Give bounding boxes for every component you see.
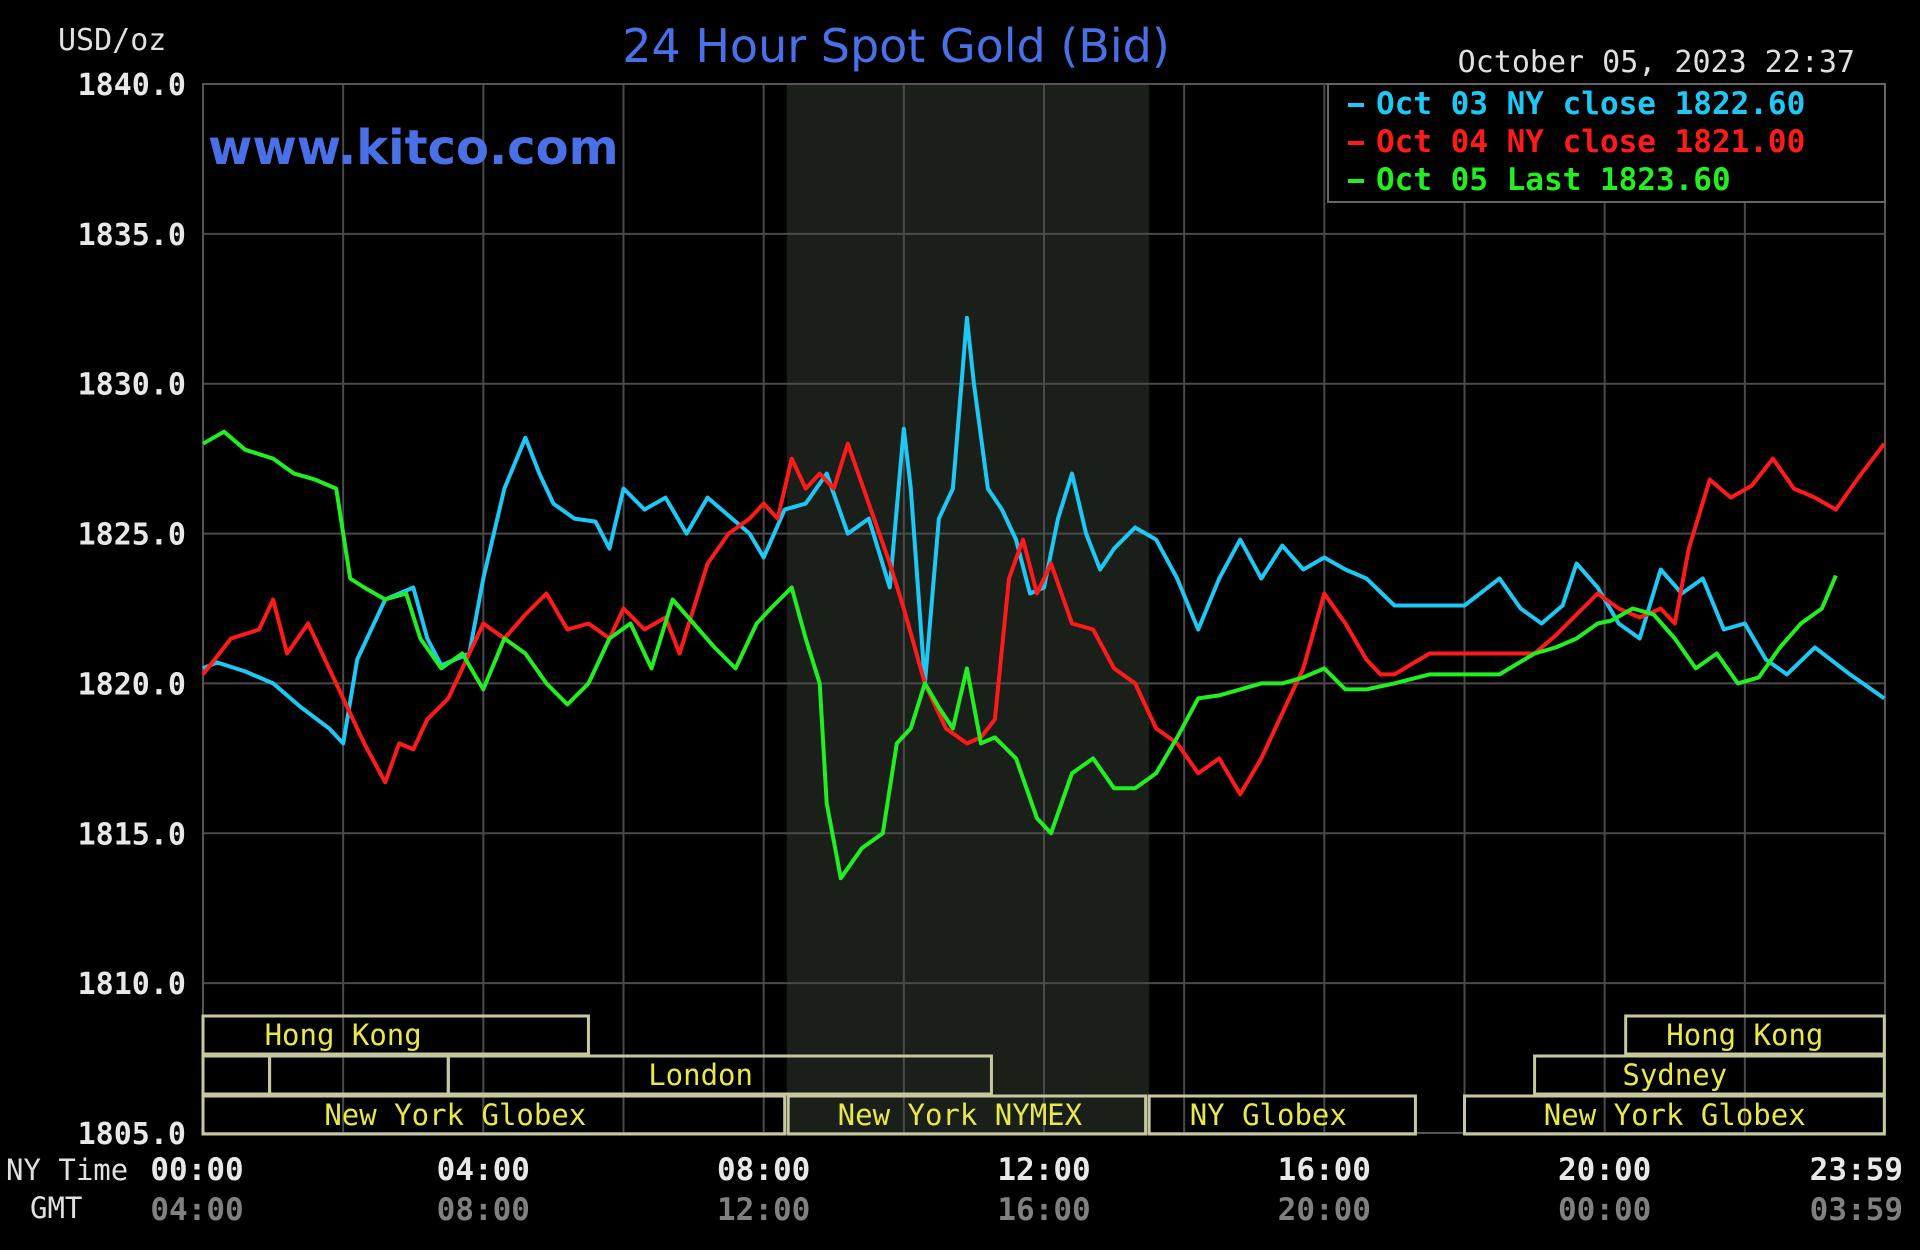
chart-title: 24 Hour Spot Gold (Bid)	[622, 19, 1170, 73]
x-tick-ny: 12:00	[997, 1152, 1090, 1188]
y-tick-label: 1825.0	[78, 518, 186, 553]
session-bars-layer: Hong Kong Hong Kong London Sydney New York G…	[201, 1014, 1886, 1136]
y-tick-label: 1810.0	[78, 967, 186, 1002]
legend-entry: Oct 03 NY close 1822.60	[1376, 86, 1805, 122]
session-bar	[201, 1014, 590, 1056]
session-bar-label: Hong Kong	[265, 1018, 422, 1052]
x-tick-gmt: 16:00	[997, 1192, 1090, 1228]
x-tick-gmt: 04:00	[150, 1192, 243, 1228]
session-bar-label: New York Globex	[324, 1098, 586, 1132]
session-bar	[201, 1094, 787, 1136]
x-tick-ny: 00:00	[150, 1152, 243, 1188]
x-tick-ny: 20:00	[1558, 1152, 1651, 1188]
legend-entry: Oct 05 Last 1823.60	[1376, 162, 1731, 198]
x-tick-gmt: 03:59	[1810, 1192, 1903, 1228]
session-bar-label: London	[648, 1058, 753, 1092]
session-bar-label: NY Globex	[1190, 1098, 1347, 1132]
legend-box	[1327, 83, 1886, 203]
session-bar	[1147, 1094, 1417, 1136]
session-bar-label: New York NYMEX	[838, 1098, 1083, 1132]
x-tick-gmt: 00:00	[1558, 1192, 1651, 1228]
series-line-0	[202, 315, 1886, 746]
timestamp: October 05, 2023 22:37	[1458, 45, 1855, 80]
series-layer	[201, 315, 1886, 881]
session-bar-label: Sydney	[1622, 1058, 1727, 1092]
session-bar	[786, 1094, 1148, 1136]
x-tick-gmt: 20:00	[1278, 1192, 1371, 1228]
grid-layer	[202, 83, 1886, 1134]
x-tick-ny: 23:59	[1810, 1152, 1903, 1188]
session-bar	[1624, 1014, 1886, 1056]
axis-layer: 1840.0 1835.0 1830.0 1825.0 1820.0 1815.0 1810…	[78, 68, 1903, 1228]
x-tick-ny: 16:00	[1278, 1152, 1371, 1188]
unit-label: USD/oz	[58, 23, 166, 58]
gmt-label: GMT	[30, 1191, 82, 1225]
x-tick-ny: 08:00	[717, 1152, 810, 1188]
y-tick-label: 1820.0	[78, 667, 186, 702]
session-bar	[1533, 1054, 1886, 1096]
shaded-session-layer	[786, 84, 1150, 1133]
session-bar-label: New York Globex	[1544, 1098, 1806, 1132]
watermark: www.kitco.com	[208, 120, 619, 176]
y-tick-label: 1815.0	[78, 817, 186, 852]
y-tick-label: 1835.0	[78, 218, 186, 253]
shaded-session	[786, 84, 1150, 1133]
session-bar	[446, 1054, 993, 1096]
y-tick-label: 1830.0	[78, 368, 186, 403]
session-bar-label: Hong Kong	[1666, 1018, 1823, 1052]
y-tick-label: 1840.0	[78, 68, 186, 103]
x-tick-gmt: 12:00	[717, 1192, 810, 1228]
x-tick-ny: 04:00	[437, 1152, 530, 1188]
ny-time-label: NY Time	[6, 1153, 128, 1187]
legend-entry: Oct 04 NY close 1821.00	[1376, 124, 1805, 160]
series-line-2	[202, 429, 1838, 881]
session-bar	[1463, 1094, 1886, 1136]
x-tick-gmt: 08:00	[437, 1192, 530, 1228]
y-tick-label: 1805.0	[78, 1117, 186, 1152]
